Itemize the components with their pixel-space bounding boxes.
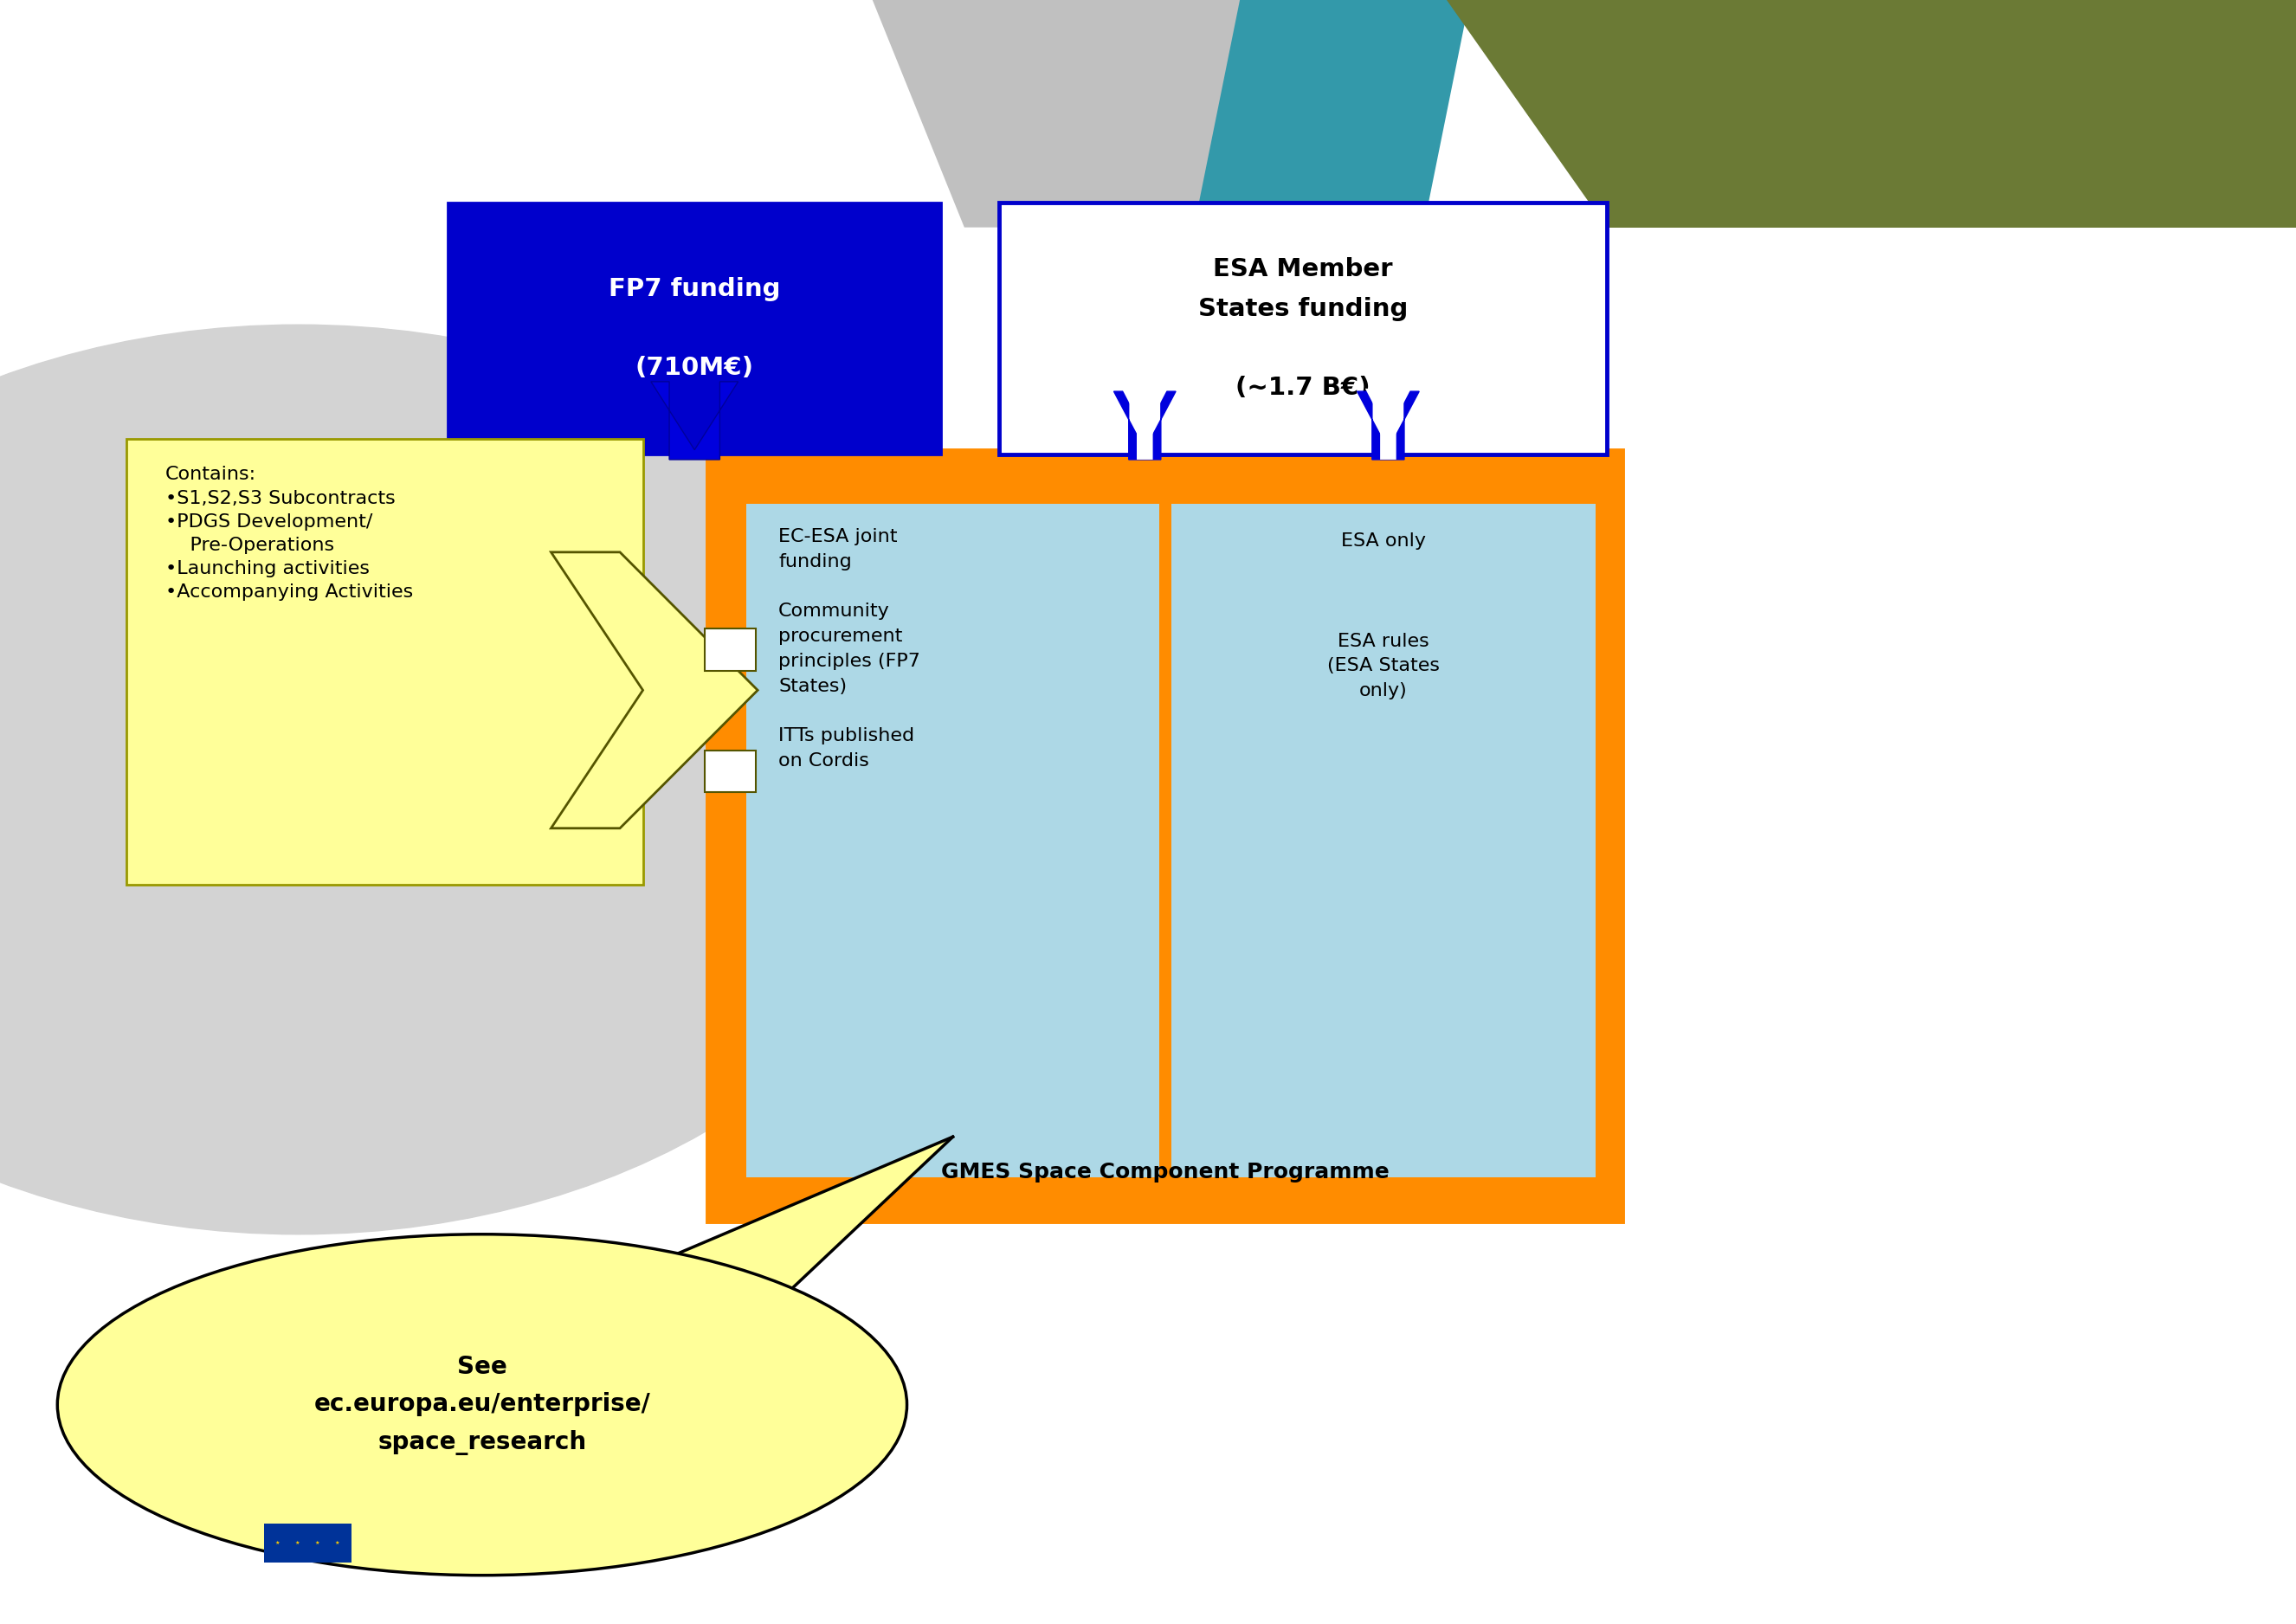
Text: ★: ★: [315, 1541, 319, 1544]
Polygon shape: [650, 382, 737, 460]
Text: ★: ★: [276, 1541, 280, 1544]
Polygon shape: [1194, 0, 1469, 227]
Text: GMES Space Component Programme: GMES Space Component Programme: [941, 1163, 1389, 1182]
Text: ESA Member
States funding

(~1.7 B€): ESA Member States funding (~1.7 B€): [1199, 258, 1407, 400]
Polygon shape: [872, 0, 1378, 227]
FancyBboxPatch shape: [712, 455, 1619, 1218]
Text: FP7 funding

(710M€): FP7 funding (710M€): [608, 278, 781, 380]
FancyBboxPatch shape: [264, 1523, 351, 1562]
Text: See
ec.europa.eu/enterprise/
space_research: See ec.europa.eu/enterprise/ space_resea…: [315, 1354, 650, 1455]
Polygon shape: [666, 1137, 953, 1299]
FancyBboxPatch shape: [705, 628, 755, 671]
Polygon shape: [1366, 388, 1412, 460]
Polygon shape: [1123, 388, 1169, 460]
FancyBboxPatch shape: [999, 203, 1607, 455]
Polygon shape: [551, 552, 758, 828]
FancyBboxPatch shape: [448, 203, 941, 455]
FancyBboxPatch shape: [1171, 503, 1596, 1177]
FancyBboxPatch shape: [705, 750, 755, 793]
Polygon shape: [1446, 0, 2296, 227]
Ellipse shape: [57, 1234, 907, 1575]
Text: Contains:
•S1,S2,S3 Subcontracts
•PDGS Development/
    Pre-Operations
•Launchin: Contains: •S1,S2,S3 Subcontracts •PDGS D…: [165, 466, 413, 601]
Polygon shape: [1114, 391, 1176, 460]
FancyBboxPatch shape: [746, 503, 1159, 1177]
Text: EC-ESA joint
funding

Community
procurement
principles (FP7
States)

ITTs publis: EC-ESA joint funding Community procureme…: [778, 528, 921, 770]
FancyBboxPatch shape: [126, 438, 643, 885]
Text: ★: ★: [335, 1541, 340, 1544]
Text: ★: ★: [294, 1541, 301, 1544]
Polygon shape: [1357, 391, 1419, 460]
Circle shape: [0, 325, 941, 1234]
Text: ESA only



ESA rules
(ESA States
only): ESA only ESA rules (ESA States only): [1327, 533, 1440, 700]
